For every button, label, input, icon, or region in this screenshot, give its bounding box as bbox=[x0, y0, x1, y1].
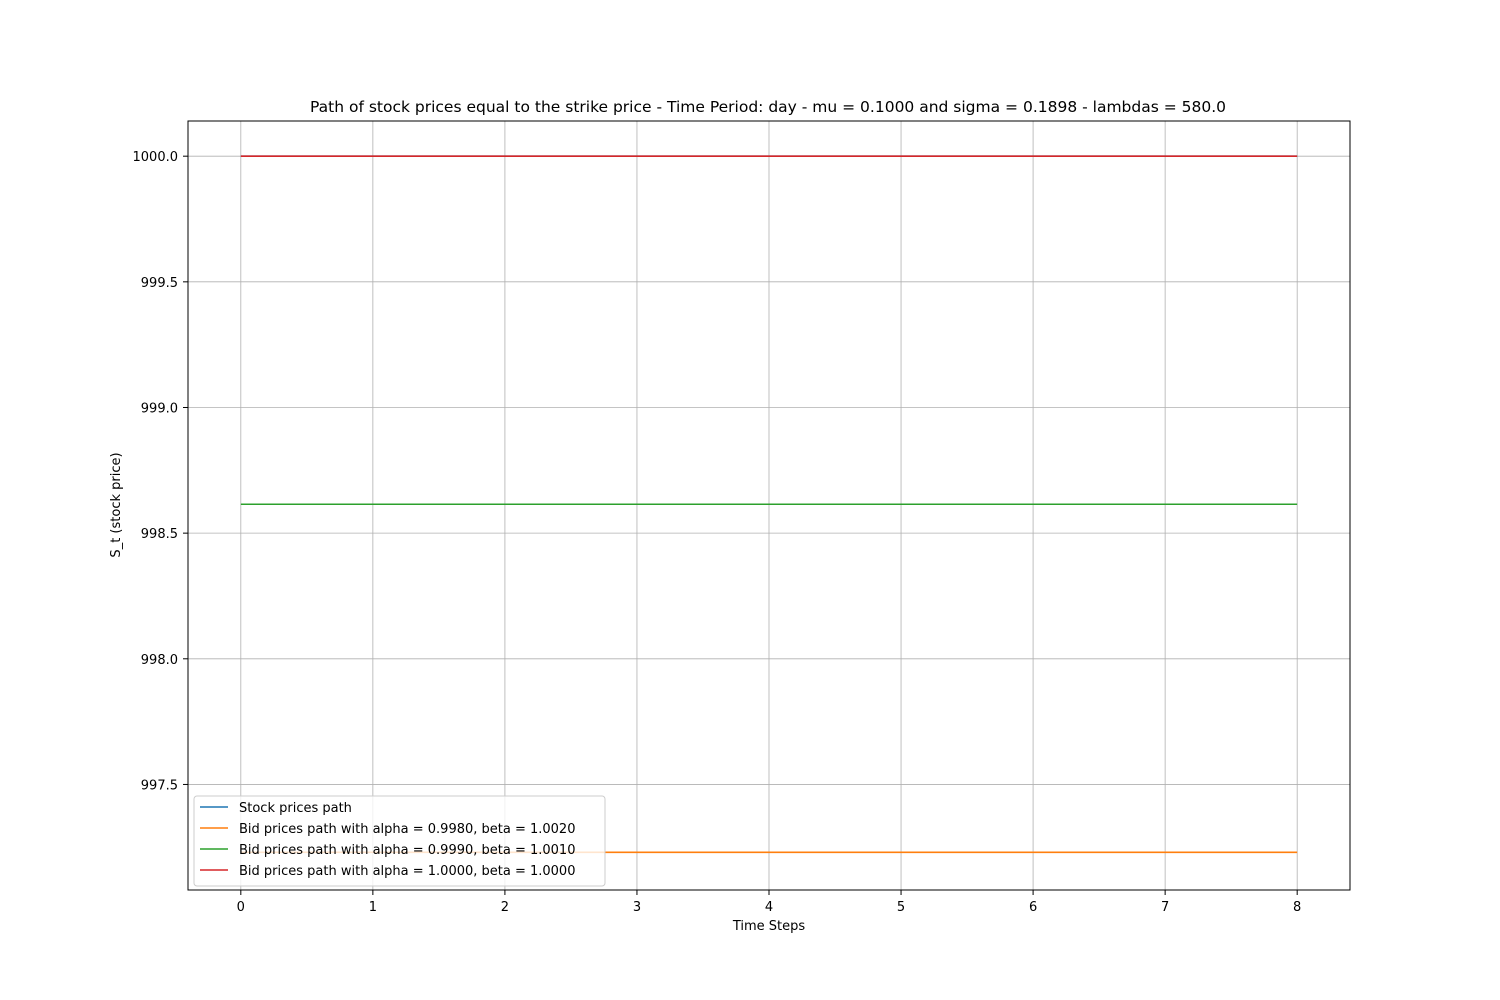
x-tick-label: 2 bbox=[501, 900, 509, 915]
chart-title: Path of stock prices equal to the strike… bbox=[310, 98, 1226, 116]
x-tick-label: 1 bbox=[369, 900, 377, 915]
x-tick-label: 4 bbox=[765, 900, 773, 915]
y-tick-label: 999.5 bbox=[141, 276, 178, 291]
y-tick-label: 1000.0 bbox=[133, 150, 179, 165]
x-tick-label: 7 bbox=[1161, 900, 1169, 915]
x-axis-ticks: 0 1 2 3 4 5 6 7 8 bbox=[237, 890, 1301, 915]
y-axis-label: S_t (stock price) bbox=[109, 452, 124, 557]
y-tick-label: 997.5 bbox=[141, 778, 178, 793]
legend-label: Bid prices path with alpha = 0.9980, bet… bbox=[239, 822, 575, 837]
legend-label: Bid prices path with alpha = 1.0000, bet… bbox=[239, 864, 575, 879]
y-tick-label: 998.5 bbox=[141, 527, 178, 542]
grid-lines bbox=[188, 121, 1350, 890]
x-tick-label: 6 bbox=[1029, 900, 1037, 915]
legend-label: Bid prices path with alpha = 0.9990, bet… bbox=[239, 843, 575, 858]
y-tick-label: 999.0 bbox=[141, 401, 178, 416]
legend: Stock prices path Bid prices path with al… bbox=[193, 795, 606, 887]
x-tick-label: 0 bbox=[237, 900, 245, 915]
legend-box bbox=[193, 795, 606, 887]
y-axis-ticks: 997.5 998.0 998.5 999.0 999.5 1000.0 bbox=[133, 150, 188, 793]
x-axis-label: Time Steps bbox=[732, 919, 806, 934]
y-tick-label: 998.0 bbox=[141, 653, 178, 668]
x-tick-label: 3 bbox=[633, 900, 641, 915]
x-tick-label: 5 bbox=[897, 900, 905, 915]
x-tick-label: 8 bbox=[1293, 900, 1301, 915]
legend-label: Stock prices path bbox=[239, 801, 352, 816]
